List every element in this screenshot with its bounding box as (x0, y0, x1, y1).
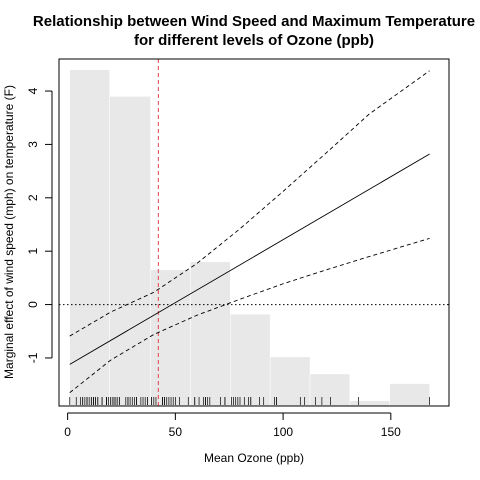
histogram-bar-7 (349, 400, 390, 407)
y-axis-label: Marginal effect of wind speed (mph) on t… (2, 85, 16, 379)
histogram-bar-5 (269, 356, 311, 407)
histogram-bars (69, 69, 430, 407)
x-tick-label: 100 (273, 425, 293, 439)
y-tick-label: 3 (26, 141, 40, 148)
histogram-bar-0 (69, 69, 110, 407)
effect-lines (69, 70, 430, 394)
y-tick-label: 1 (26, 248, 40, 255)
x-axis: 0 50 100 150 (64, 412, 401, 439)
histogram-bar-8 (389, 383, 430, 407)
y-tick-label: 0 (26, 301, 40, 308)
histogram-bar-4 (230, 313, 271, 407)
reference-lines (59, 59, 449, 406)
y-axis: -1 0 1 2 3 4 (26, 87, 53, 363)
x-tick-label: 150 (381, 425, 401, 439)
marginal-effect-line (69, 153, 430, 365)
x-tick-label: 50 (169, 425, 183, 439)
chart-title-line2: for different levels of Ozone (ppb) (134, 32, 374, 49)
y-tick-label: 4 (26, 87, 40, 94)
x-tick-label: 0 (64, 425, 71, 439)
rug-ticks (69, 397, 430, 405)
lower-confidence-line (69, 237, 430, 394)
histogram-bar-1 (109, 96, 151, 407)
histogram-bar-3 (190, 261, 231, 407)
chart-title-line1: Relationship between Wind Speed and Maxi… (33, 13, 475, 30)
y-tick-label: -1 (26, 352, 40, 363)
upper-confidence-line (69, 70, 430, 337)
x-axis-label: Mean Ozone (ppb) (204, 451, 304, 465)
histogram-bar-2 (150, 269, 191, 407)
histogram-bar-6 (309, 373, 351, 407)
y-tick-label: 2 (26, 194, 40, 201)
plot-frame (58, 58, 450, 407)
